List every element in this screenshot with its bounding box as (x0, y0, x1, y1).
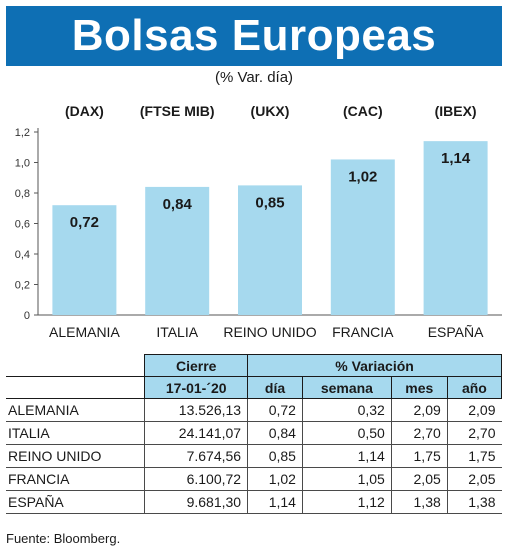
bar (423, 141, 488, 315)
row-semana: 1,05 (301, 467, 392, 491)
row-mes: 1,75 (390, 444, 448, 468)
y-tick-label: 0,4 (15, 249, 30, 261)
index-label: (IBEX) (435, 103, 477, 119)
bar (52, 205, 117, 315)
y-tick-label: 1,0 (15, 158, 30, 170)
source-note: Fuente: Bloomberg. (6, 531, 121, 546)
row-country: FRANCIA (6, 467, 145, 491)
category-label: FRANCIA (332, 324, 394, 340)
row-semana: 0,50 (301, 421, 392, 445)
header-date: 17-01-´20 (144, 376, 249, 399)
row-ano: 1,38 (446, 490, 502, 514)
row-country: ALEMANIA (6, 398, 145, 422)
row-country: REINO UNIDO (6, 444, 145, 468)
table-corner (6, 354, 145, 377)
row-mes: 2,70 (390, 421, 448, 445)
row-close: 6.100,72 (144, 467, 248, 491)
index-label: (UKX) (251, 103, 290, 119)
header-semana: semana (301, 376, 392, 399)
y-tick-label: 0,8 (15, 188, 30, 200)
y-tick-label: 0,2 (15, 280, 30, 292)
table-row: ITALIA 24.141,07 0,84 0,50 2,70 2,70 (6, 421, 502, 445)
row-semana: 1,12 (301, 490, 392, 514)
row-mes: 2,05 (390, 467, 448, 491)
row-semana: 1,14 (301, 444, 392, 468)
table-row: FRANCIA 6.100,72 1,02 1,05 2,05 2,05 (6, 467, 502, 491)
bar (330, 159, 395, 315)
row-close: 9.681,30 (144, 490, 248, 514)
data-label: 0,85 (255, 194, 284, 211)
table-group-header-row: Cierre % Variación (6, 354, 502, 377)
row-dia: 0,72 (247, 398, 303, 422)
header-ano: año (446, 376, 503, 399)
category-label: ALEMANIA (49, 324, 120, 340)
row-mes: 1,38 (390, 490, 448, 514)
category-label: REINO UNIDO (223, 324, 316, 340)
table-corner-2 (6, 376, 146, 399)
header-variacion: % Variación (247, 354, 502, 377)
header-dia: día (247, 376, 303, 399)
page-title: Bolsas Europeas (71, 11, 437, 60)
row-semana: 0,32 (301, 398, 392, 422)
row-dia: 0,85 (247, 444, 303, 468)
data-label: 0,72 (70, 214, 99, 231)
y-tick-label: 1,2 (15, 127, 30, 139)
y-tick-label: 0,6 (15, 219, 30, 231)
row-close: 24.141,07 (144, 421, 248, 445)
bar (145, 186, 210, 315)
table-row: ESPAÑA 9.681,30 1,14 1,12 1,38 1,38 (6, 490, 502, 514)
index-label: (FTSE MIB) (140, 103, 215, 119)
table-sub-header-row: 17-01-´20 día semana mes año (6, 376, 503, 399)
bar (238, 185, 302, 315)
row-ano: 2,70 (446, 421, 502, 445)
header-cierre: Cierre (144, 354, 249, 377)
row-mes: 2,09 (390, 398, 448, 422)
data-label: 0,84 (163, 196, 193, 213)
category-label: ITALIA (156, 324, 198, 340)
data-label: 1,02 (348, 168, 377, 185)
row-close: 7.674,56 (144, 444, 248, 468)
row-country: ESPAÑA (6, 490, 145, 514)
row-ano: 1,75 (446, 444, 502, 468)
row-dia: 1,14 (247, 490, 303, 514)
index-label: (CAC) (343, 103, 383, 119)
row-ano: 2,05 (446, 467, 502, 491)
table-row: ALEMANIA 13.526,13 0,72 0,32 2,09 2,09 (6, 398, 502, 422)
data-table: Cierre % Variación 17-01-´20 día semana … (6, 354, 503, 514)
row-dia: 1,02 (247, 467, 303, 491)
data-label: 1,14 (441, 150, 471, 167)
index-label: (DAX) (65, 103, 104, 119)
title-banner: Bolsas Europeas (6, 6, 502, 66)
row-close: 13.526,13 (144, 398, 248, 422)
y-tick-label: 0 (24, 310, 30, 322)
header-mes: mes (390, 376, 448, 399)
chart-subtitle: (% Var. día) (214, 69, 294, 86)
row-country: ITALIA (6, 421, 145, 445)
bar-chart: 0 0,2 0,4 0,6 0,8 1,0 1,2 0,72 (DAX) ALEMANIA 0,84… (15, 103, 502, 340)
row-dia: 0,84 (247, 421, 303, 445)
table-row: REINO UNIDO 7.674,56 0,85 1,14 1,75 1,75 (6, 444, 502, 468)
row-ano: 2,09 (446, 398, 502, 422)
category-label: ESPAÑA (428, 324, 484, 340)
